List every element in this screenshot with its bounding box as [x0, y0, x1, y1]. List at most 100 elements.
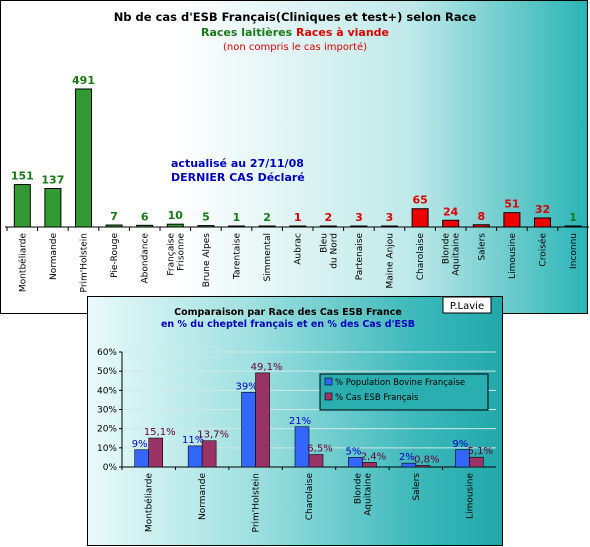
- category-label-bleu-du-nord: Bleudu Nord: [319, 233, 339, 269]
- y-tick-label-60: 60%: [97, 348, 117, 358]
- category-label-charolaise: Charolaise: [416, 233, 426, 281]
- bottom-legend: % Population Bovine Française % Cas ESB F…: [319, 373, 489, 411]
- legend-entry-1: % Cas ESB Français: [335, 393, 419, 403]
- bar-brune-alpes: [197, 225, 215, 228]
- bar-simmental: [258, 225, 276, 228]
- y-tick-label-10: 10%: [97, 444, 117, 454]
- top-chart-subtitle: Races laitières Races à viande: [201, 26, 389, 39]
- legend-entry-0: % Population Bovine Française: [335, 378, 465, 388]
- data-label-population-normande: 11%: [182, 435, 204, 446]
- bottom-category-label-salers: Salers: [412, 473, 422, 501]
- value-label-abondance: 6: [141, 210, 149, 223]
- bar-francaise-frisonne: [166, 223, 184, 228]
- value-label-aubrac: 1: [294, 211, 302, 224]
- category-label-abondance: Abondance: [141, 233, 151, 284]
- value-label-brune-alpes: 5: [202, 211, 210, 224]
- bottom-chart-panel: Comparaison par Race des Cas ESB France …: [87, 296, 503, 546]
- data-label-cas-prim-holstein: 49,1%: [251, 362, 283, 373]
- meat-races-label: Races à viande: [296, 26, 389, 39]
- update-annotation: actualisé au 27/11/08: [171, 157, 304, 170]
- category-label-maine-anjou: Maine Anjou: [386, 233, 396, 288]
- value-label-croisee: 32: [535, 203, 550, 216]
- legend-swatch-0: [324, 377, 333, 386]
- author-box: [442, 297, 492, 314]
- value-label-salers: 8: [477, 210, 485, 223]
- value-label-montbeliarde: 151: [11, 170, 34, 183]
- bar-limousine: [503, 212, 521, 228]
- y-tick-label-0: 0%: [103, 463, 118, 473]
- category-label-tarentaise: Tarentaise: [233, 233, 243, 281]
- data-label-population-salers: 2%: [399, 452, 415, 463]
- category-label-blonde-aquitaine: BlondeAquitaine: [442, 233, 462, 276]
- category-label-brune-alpes: Brune Alpes: [202, 233, 212, 288]
- bottom-category-label-montbeliarde: Montbéliarde: [144, 473, 155, 533]
- bar-aubrac: [289, 225, 307, 228]
- bar-bleu-du-nord: [319, 225, 337, 228]
- dairy-races-label: Races laitières: [201, 26, 293, 39]
- bar-tarentaise: [228, 225, 245, 228]
- bar-population-montbeliarde: [134, 449, 150, 468]
- legend-swatch-1: [324, 392, 333, 401]
- value-label-tarentaise: 1: [233, 211, 241, 224]
- bar-cas-normande: [201, 440, 217, 468]
- data-label-population-montbeliarde: 9%: [132, 439, 148, 450]
- data-label-cas-salers: 0,8%: [414, 454, 439, 465]
- data-label-population-charolaise: 21%: [289, 416, 311, 427]
- data-label-cas-normande: 13,7%: [197, 430, 229, 441]
- last-case-annotation: DERNIER CAS Déclaré: [171, 171, 305, 184]
- bar-inconnu: [564, 225, 582, 228]
- top-chart-panel: Nb de cas d'ESB Français(Cliniques et te…: [0, 0, 589, 314]
- bar-salers: [472, 224, 490, 228]
- value-label-partenaise: 3: [355, 211, 363, 224]
- value-label-maine-anjou: 3: [386, 211, 394, 224]
- category-label-inconnu: Inconnu: [569, 233, 579, 269]
- category-label-partenaise: Partenaise: [355, 233, 365, 281]
- bar-abondance: [136, 224, 154, 228]
- bar-partenaise: [350, 225, 368, 228]
- data-label-cas-charolaise: 6,5%: [307, 444, 332, 455]
- value-label-charolaise: 65: [412, 194, 427, 207]
- bar-prim-holstein: [75, 88, 92, 228]
- value-label-simmental: 2: [263, 211, 271, 224]
- bottom-category-label-prim-holstein: Prim'Holstein: [252, 473, 262, 532]
- top-bar-chart: Nb de cas d'ESB Français(Cliniques et te…: [5, 10, 589, 293]
- bar-cas-blonde-aquitaine: [362, 462, 377, 468]
- category-label-montbeliarde: Montbéliarde: [17, 233, 28, 293]
- data-label-population-prim-holstein: 39%: [235, 381, 257, 392]
- bar-cas-limousine: [468, 456, 484, 468]
- category-label-aubrac: Aubrac: [294, 233, 304, 265]
- category-label-normande: Normande: [49, 233, 59, 280]
- bar-cas-prim-holstein: [255, 372, 270, 468]
- y-tick-label-30: 30%: [97, 406, 117, 416]
- bottom-bar-chart: Comparaison par Race des Cas ESB France …: [97, 297, 496, 533]
- value-label-normande: 137: [41, 173, 64, 186]
- category-label-pie-rouge: Pie-Rouge: [110, 233, 120, 278]
- bar-population-salers: [401, 462, 417, 468]
- category-label-salers: Salers: [477, 233, 487, 261]
- bar-blonde-aquitaine: [442, 219, 460, 228]
- top-chart-note: (non compris le cas importé): [223, 41, 367, 53]
- data-label-cas-limousine: 5,1%: [468, 446, 493, 457]
- value-label-limousine: 51: [504, 198, 519, 211]
- author-label: P.Lavie: [450, 301, 484, 312]
- bar-normande: [44, 187, 62, 228]
- data-label-population-limousine: 9%: [452, 439, 468, 450]
- bar-montbeliarde: [13, 184, 31, 228]
- data-label-population-blonde-aquitaine: 5%: [345, 446, 361, 457]
- category-label-croisee: Croisée: [538, 233, 549, 267]
- data-label-cas-blonde-aquitaine: 2,4%: [361, 451, 386, 462]
- y-tick-label-20: 20%: [97, 425, 117, 435]
- value-label-pie-rouge: 7: [110, 210, 118, 223]
- bar-population-prim-holstein: [241, 391, 256, 468]
- bar-cas-salers: [415, 465, 431, 468]
- value-label-blonde-aquitaine: 24: [443, 205, 459, 218]
- bar-charolaise: [411, 208, 429, 228]
- bar-population-normande: [187, 445, 203, 468]
- top-chart-title: Nb de cas d'ESB Français(Cliniques et te…: [114, 10, 477, 24]
- bar-cas-charolaise: [308, 454, 324, 468]
- y-tick-label-40: 40%: [97, 386, 117, 396]
- bottom-chart-title: Comparaison par Race des Cas ESB France: [174, 307, 402, 318]
- value-label-prim-holstein: 491: [72, 74, 95, 87]
- bar-croisee: [534, 217, 551, 228]
- y-tick-label-50: 50%: [97, 367, 117, 377]
